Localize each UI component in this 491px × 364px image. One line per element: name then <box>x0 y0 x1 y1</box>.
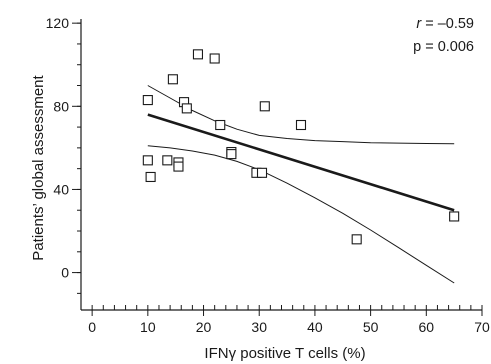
data-point <box>295 119 307 131</box>
data-point <box>142 155 153 166</box>
confidence-band-lower <box>147 145 455 284</box>
x-tick-label: 30 <box>251 319 267 335</box>
tick-labels: 0 40 80 120 0 10 20 30 40 50 60 70 <box>46 15 490 335</box>
data-point <box>351 234 362 245</box>
y-tick-label: 40 <box>53 181 69 197</box>
data-point <box>181 103 192 114</box>
x-tick-label: 50 <box>363 319 379 335</box>
y-axis-title: Patients’ global assessment <box>30 74 47 260</box>
data-point <box>192 49 204 60</box>
data-point <box>226 149 237 160</box>
r-value: = –0.59 <box>421 16 474 32</box>
data-point <box>162 155 173 166</box>
x-tick-label: 60 <box>419 319 435 335</box>
data-points <box>142 49 460 245</box>
axes <box>72 19 483 316</box>
data-point <box>167 74 178 85</box>
y-tick-label: 0 <box>61 265 69 281</box>
x-tick-label: 10 <box>140 319 156 335</box>
data-point <box>142 95 153 106</box>
regression-line-group <box>147 113 455 212</box>
data-point <box>256 167 268 178</box>
correlation-annotation: r = –0.59 <box>416 16 474 32</box>
x-tick-label: 0 <box>88 319 96 335</box>
y-tick-label: 80 <box>53 98 69 114</box>
r-symbol: r <box>416 16 422 32</box>
x-tick-label: 20 <box>196 319 212 335</box>
regression-line <box>147 113 455 212</box>
confidence-band-upper <box>147 85 455 145</box>
x-tick-label: 40 <box>307 319 323 335</box>
p-value-annotation: p = 0.006 <box>413 39 474 55</box>
data-point <box>209 53 220 64</box>
data-point <box>259 101 270 112</box>
data-point <box>449 211 460 222</box>
data-point <box>215 119 226 131</box>
confidence-band <box>147 85 455 284</box>
x-tick-label: 70 <box>474 319 490 335</box>
x-axis-title: IFNγ positive T cells (%) <box>204 345 365 362</box>
data-point <box>145 171 156 183</box>
y-tick-label: 120 <box>46 15 70 31</box>
data-point <box>173 161 184 172</box>
